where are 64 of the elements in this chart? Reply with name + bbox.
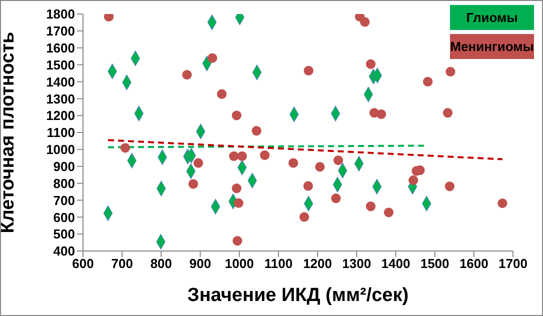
point — [303, 181, 313, 191]
series-label: Менингиомы — [450, 34, 534, 59]
x-tick-label: 1700 — [498, 256, 528, 272]
point — [408, 175, 418, 186]
point — [237, 151, 247, 162]
x-tick-label: 900 — [189, 256, 212, 272]
y-tick-label: 1200 — [46, 108, 75, 124]
point — [260, 150, 270, 160]
y-tick-label: 1500 — [46, 57, 75, 72]
y-tick-label: 700 — [53, 192, 75, 208]
point — [331, 194, 341, 204]
y-axis-title: Клеточная плотность — [0, 32, 19, 234]
y-tick-label: 800 — [53, 176, 75, 191]
point — [366, 202, 376, 212]
y-tick-label: 1800 — [46, 6, 75, 22]
y-tick-label: 500 — [53, 226, 75, 242]
point — [208, 53, 218, 63]
point — [333, 155, 344, 166]
point — [288, 158, 298, 168]
y-tick-label: 1700 — [46, 24, 75, 39]
x-tick-label: 1100 — [264, 256, 293, 272]
point — [104, 14, 114, 22]
y-tick-label: 1000 — [46, 142, 75, 158]
point — [252, 126, 262, 136]
x-tick-label: 1600 — [459, 256, 488, 272]
point — [498, 198, 508, 208]
point — [315, 162, 325, 172]
point — [299, 212, 310, 222]
point — [229, 151, 239, 162]
x-tick-label: 1300 — [342, 256, 372, 272]
point — [194, 158, 204, 168]
y-tick-label: 400 — [53, 244, 75, 259]
x-tick-label: 800 — [150, 256, 172, 272]
y-tick-label: 1100 — [46, 125, 75, 140]
x-tick-label: 700 — [111, 256, 133, 272]
point — [120, 143, 130, 153]
x-axis-title: Значение ИКД (мм²/сек) — [187, 285, 409, 306]
point — [188, 179, 198, 189]
point — [446, 66, 456, 77]
point — [360, 17, 370, 27]
point — [376, 109, 386, 120]
y-tick-label: 1300 — [46, 91, 75, 106]
point — [232, 184, 242, 194]
point — [232, 110, 242, 120]
y-tick-label: 900 — [53, 158, 75, 174]
point — [366, 59, 376, 69]
x-tick-label: 1000 — [224, 256, 254, 272]
point — [234, 198, 244, 208]
x-tick-label: 600 — [72, 256, 94, 272]
y-tick-label: 1400 — [46, 74, 75, 90]
x-tick-label: 1200 — [303, 256, 332, 272]
point — [444, 182, 454, 192]
x-tick-label: 1400 — [381, 256, 410, 272]
point — [384, 208, 394, 218]
point — [422, 76, 433, 87]
point — [182, 70, 192, 80]
point — [304, 66, 314, 76]
y-tick-label: 600 — [53, 210, 75, 225]
x-tick-label: 1500 — [420, 256, 450, 272]
point — [442, 108, 453, 118]
point — [216, 89, 227, 99]
y-tick-label: 1600 — [46, 40, 75, 56]
point — [232, 236, 242, 246]
text: Глиомы — [450, 5, 534, 30]
